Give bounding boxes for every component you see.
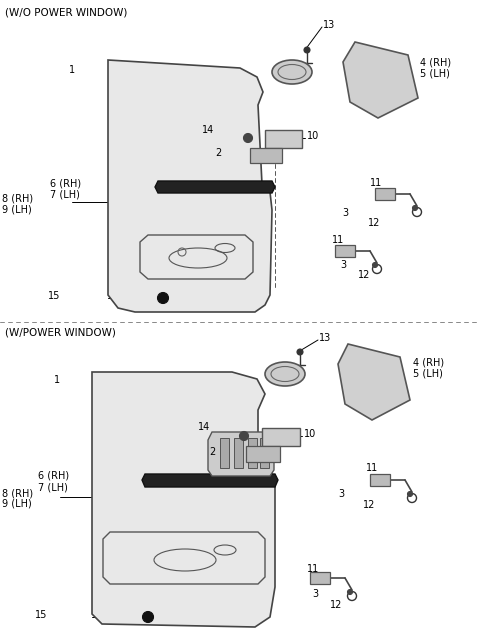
Text: 15: 15 <box>48 291 60 301</box>
Text: 2: 2 <box>216 148 222 158</box>
Text: 14: 14 <box>202 125 214 135</box>
Text: 9 (LH): 9 (LH) <box>2 204 32 214</box>
Text: 15: 15 <box>35 610 48 620</box>
Text: (W/O POWER WINDOW): (W/O POWER WINDOW) <box>5 7 127 17</box>
Bar <box>220 438 229 468</box>
Ellipse shape <box>272 60 312 84</box>
Text: 2: 2 <box>210 447 216 457</box>
Ellipse shape <box>265 362 305 386</box>
Text: 13: 13 <box>323 20 335 30</box>
Circle shape <box>412 206 418 210</box>
Text: 1: 1 <box>54 375 60 385</box>
Bar <box>248 438 257 468</box>
Text: 12: 12 <box>363 500 375 510</box>
Bar <box>310 572 330 584</box>
Polygon shape <box>108 60 272 312</box>
Circle shape <box>143 612 154 622</box>
Text: 1: 1 <box>69 65 75 75</box>
Bar <box>246 446 280 462</box>
Text: 13: 13 <box>319 333 331 343</box>
Text: 8 (RH): 8 (RH) <box>2 193 33 203</box>
Circle shape <box>348 590 352 594</box>
Text: 11: 11 <box>332 235 344 245</box>
Text: 12: 12 <box>368 218 380 228</box>
Bar <box>234 438 243 468</box>
Text: 14: 14 <box>198 422 210 432</box>
Polygon shape <box>208 432 274 476</box>
Text: 10: 10 <box>304 429 316 439</box>
Text: 12: 12 <box>358 270 371 280</box>
Text: 12: 12 <box>330 600 342 610</box>
Bar <box>375 188 395 200</box>
Text: 10: 10 <box>307 131 319 141</box>
Bar <box>262 428 300 446</box>
Bar <box>260 438 269 468</box>
Polygon shape <box>155 181 275 193</box>
Text: 6 (RH): 6 (RH) <box>50 178 81 188</box>
Text: 11: 11 <box>366 463 378 473</box>
Bar <box>265 130 302 148</box>
Circle shape <box>408 491 412 497</box>
Text: 5 (LH): 5 (LH) <box>413 368 443 378</box>
Text: 3: 3 <box>338 489 344 499</box>
Text: 9 (LH): 9 (LH) <box>2 499 32 509</box>
Text: (W/POWER WINDOW): (W/POWER WINDOW) <box>5 327 116 337</box>
Circle shape <box>372 263 377 268</box>
Polygon shape <box>343 42 418 118</box>
Circle shape <box>297 349 303 355</box>
Text: 11: 11 <box>307 564 319 574</box>
Circle shape <box>304 47 310 53</box>
Text: 11: 11 <box>370 178 382 188</box>
Circle shape <box>240 431 249 440</box>
Text: 4 (RH): 4 (RH) <box>420 57 451 67</box>
Text: 7 (LH): 7 (LH) <box>50 189 80 199</box>
Bar <box>370 474 390 486</box>
Polygon shape <box>92 372 275 627</box>
Bar <box>250 148 282 163</box>
Bar <box>335 245 355 257</box>
Polygon shape <box>338 344 410 420</box>
Text: 5 (LH): 5 (LH) <box>420 68 450 78</box>
Text: 6 (RH): 6 (RH) <box>38 471 69 481</box>
Text: 7 (LH): 7 (LH) <box>38 482 68 492</box>
Text: 3: 3 <box>312 589 318 599</box>
Circle shape <box>243 134 252 142</box>
Text: 8 (RH): 8 (RH) <box>2 488 33 498</box>
Text: 3: 3 <box>340 260 346 270</box>
Text: 4 (RH): 4 (RH) <box>413 357 444 367</box>
Polygon shape <box>142 474 278 487</box>
Circle shape <box>157 293 168 304</box>
Text: 3: 3 <box>342 208 348 218</box>
